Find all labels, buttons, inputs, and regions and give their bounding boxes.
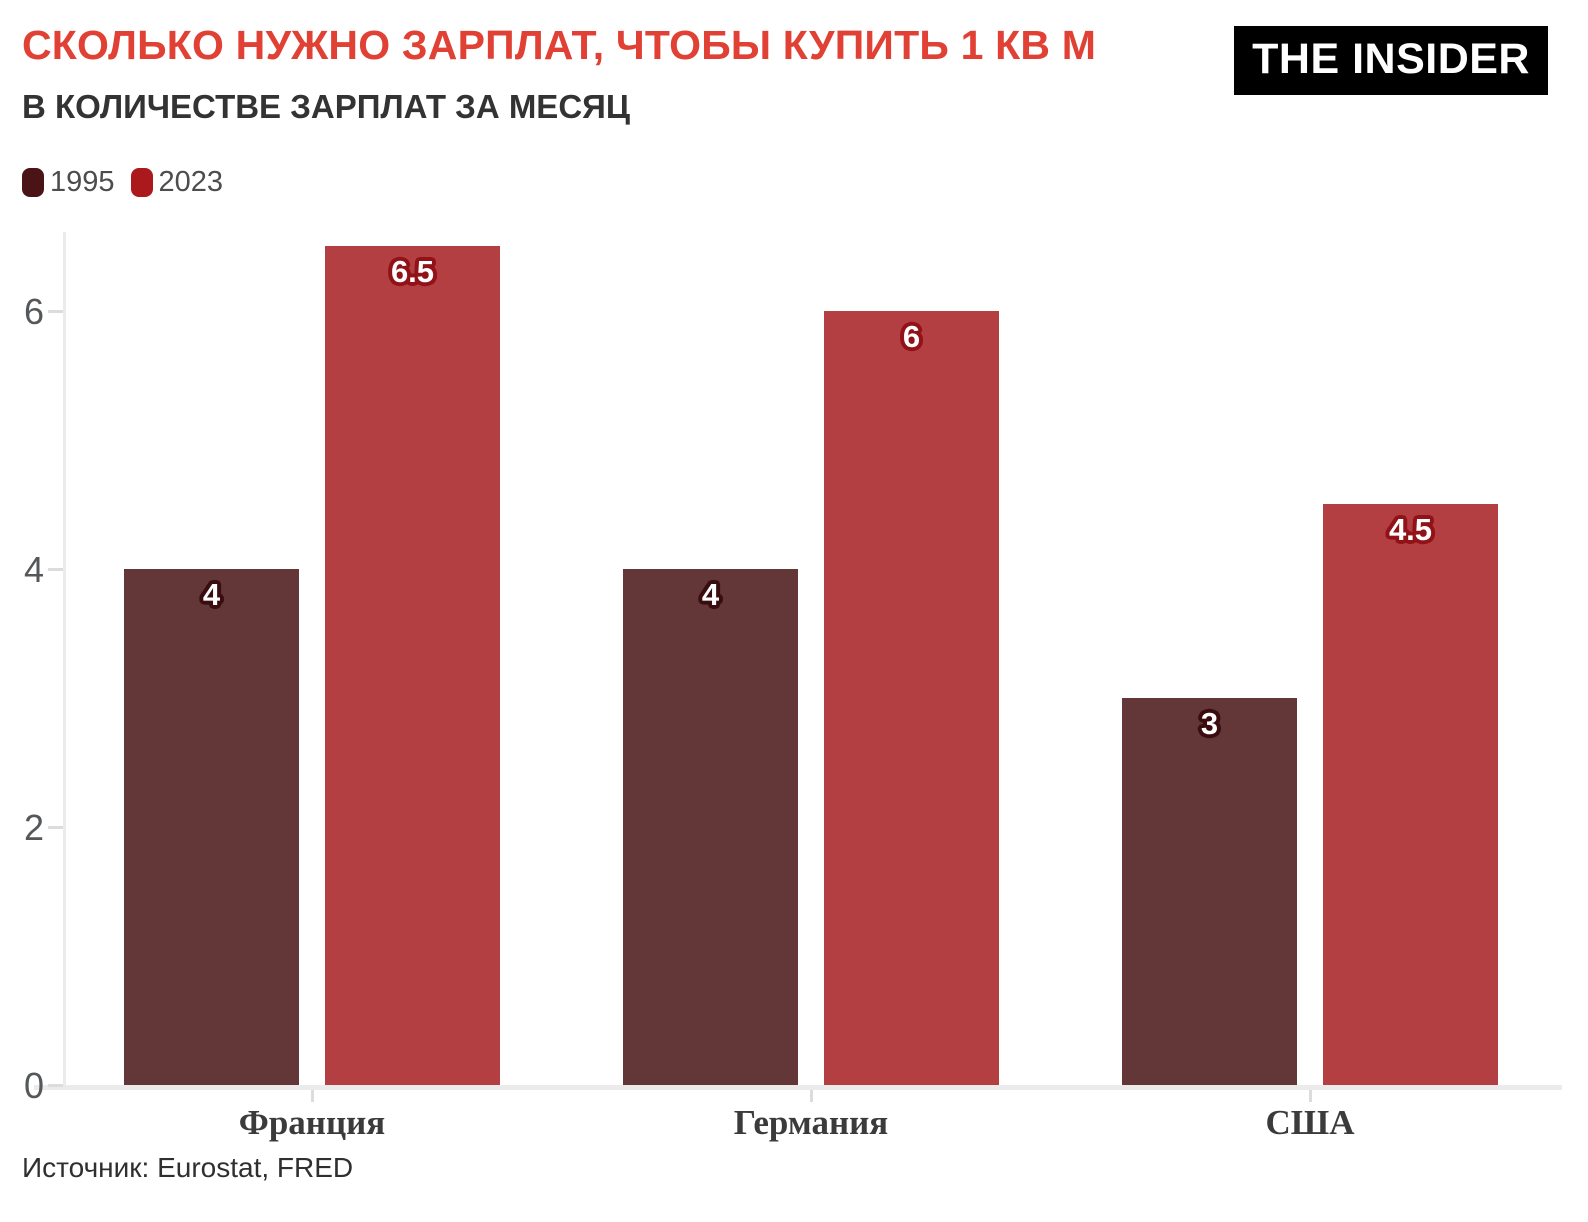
x-tick-Франция	[311, 1090, 314, 1102]
bar-value-1995-США: 3	[1200, 706, 1219, 741]
y-tick-0	[48, 1084, 63, 1087]
bar-1995-США: 3	[1122, 698, 1297, 1085]
bar-2023-Германия: 6	[824, 311, 999, 1085]
x-axis-line	[34, 1085, 1562, 1090]
legend-item-2023: 2023	[130, 166, 224, 199]
bar-value-2023-Германия: 6	[902, 319, 921, 354]
x-tick-США	[1309, 1090, 1312, 1102]
bar-2023-США: 4.5	[1323, 504, 1498, 1085]
category-label-Германия: Германия	[733, 1103, 889, 1142]
y-tick-label-2: 2	[23, 807, 44, 848]
legend-label-1995: 1995	[50, 166, 115, 198]
x-tick-Германия	[810, 1090, 813, 1102]
bar-value-1995-Германия: 4	[701, 577, 720, 612]
category-label-Франция: Франция	[238, 1103, 386, 1142]
legend-swatch-1995	[22, 168, 44, 197]
bar-value-2023-Франция: 6.5	[390, 254, 435, 289]
legend-swatch-2023	[130, 168, 153, 197]
y-tick-4	[48, 568, 63, 571]
y-tick-label-6: 6	[23, 291, 44, 332]
bar-value-1995-Франция: 4	[202, 577, 221, 612]
y-tick-6	[48, 310, 63, 313]
bar-value-2023-США: 4.5	[1388, 512, 1433, 547]
legend-item-1995: 1995	[22, 166, 115, 199]
chart-title: СКОЛЬКО НУЖНО ЗАРПЛАТ, ЧТОБЫ КУПИТЬ 1 КВ…	[22, 22, 1097, 68]
bar-2023-Франция: 6.5	[325, 246, 500, 1085]
bar-1995-Франция: 4	[124, 569, 299, 1085]
y-tick-2	[48, 826, 63, 829]
y-tick-label-4: 4	[23, 549, 44, 590]
category-label-США: США	[1265, 1103, 1355, 1142]
bar-1995-Германия: 4	[623, 569, 798, 1085]
chart-legend: 1995 2023	[22, 166, 223, 199]
legend-label-2023: 2023	[158, 166, 224, 198]
source-note: Источник: Eurostat, FRED	[22, 1152, 354, 1183]
y-tick-label-0: 0	[23, 1065, 44, 1106]
chart-subtitle: В КОЛИЧЕСТВЕ ЗАРПЛАТ ЗА МЕСЯЦ	[22, 88, 630, 125]
brand-logo-text: THE INSIDER	[1252, 35, 1530, 83]
brand-logo: THE INSIDER	[1234, 26, 1548, 95]
y-axis-line	[63, 232, 66, 1090]
